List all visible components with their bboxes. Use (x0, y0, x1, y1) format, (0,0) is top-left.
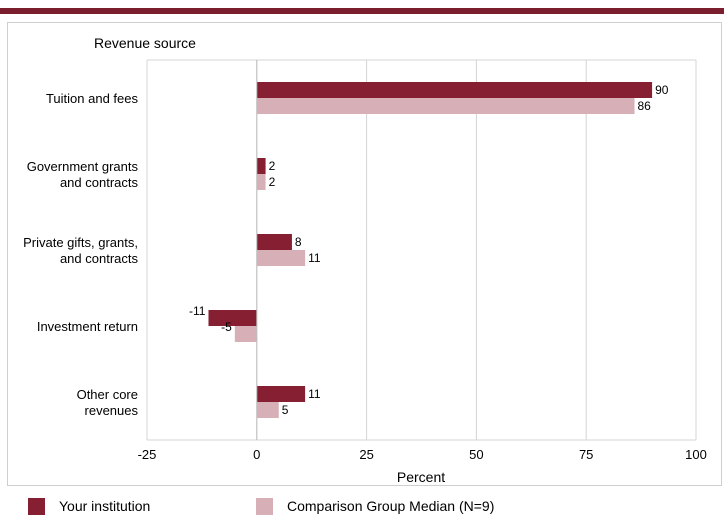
bar-your-institution (257, 234, 292, 250)
legend-item-your-institution: Your institution (28, 496, 150, 516)
data-label: 2 (269, 175, 276, 189)
x-tick-label: 25 (359, 447, 373, 462)
data-label: 86 (638, 99, 652, 113)
data-label: -11 (189, 304, 206, 318)
x-tick-label: 50 (469, 447, 483, 462)
x-tick-label: 100 (685, 447, 707, 462)
bar-comparison-median (235, 326, 257, 342)
legend-swatch-your-institution (28, 498, 45, 515)
legend-swatch-comparison-group (256, 498, 273, 515)
category-label: Tuition and fees (46, 91, 139, 106)
category-label-line: and contracts (60, 251, 139, 266)
legend-item-comparison-group: Comparison Group Median (N=9) (256, 496, 494, 516)
category-label-line: Government grants (27, 159, 139, 174)
bar-your-institution (208, 310, 256, 326)
category-label-line: Tuition and fees (46, 91, 139, 106)
legend-label-your-institution: Your institution (59, 498, 150, 514)
category-label: Other core revenues (77, 387, 139, 418)
category-label-line: and contracts (60, 175, 139, 190)
x-tick-label: -25 (138, 447, 157, 462)
category-label-line: Other core (77, 387, 138, 402)
data-label: 2 (269, 159, 276, 173)
category-label-line: Investment return (37, 319, 138, 334)
category-label: Private gifts, grants, and contracts (23, 235, 138, 266)
data-label: 11 (308, 251, 321, 265)
bar-layer (208, 60, 652, 440)
bar-your-institution (257, 82, 652, 98)
grid-layer: -25 0 25 50 75 100 (138, 60, 707, 462)
data-label: 5 (282, 403, 289, 417)
category-label: Investment return (37, 319, 138, 334)
bar-your-institution (257, 158, 266, 174)
data-label: 8 (295, 235, 302, 249)
legend-label-comparison-group: Comparison Group Median (N=9) (287, 498, 494, 514)
x-tick-label: 0 (253, 447, 260, 462)
legend: Your institution Comparison Group Median… (0, 494, 724, 518)
data-label: -5 (221, 320, 232, 334)
data-label: 11 (308, 387, 321, 401)
bar-your-institution (257, 386, 305, 402)
x-tick-label: 75 (579, 447, 593, 462)
bar-comparison-median (257, 98, 635, 114)
category-label-line: Private gifts, grants, (23, 235, 138, 250)
category-label: Government grants and contracts (27, 159, 139, 190)
bar-comparison-median (257, 174, 266, 190)
bar-comparison-median (257, 250, 305, 266)
category-axis-title: Revenue source (94, 35, 196, 51)
bar-comparison-median (257, 402, 279, 418)
data-label: 90 (655, 83, 669, 97)
category-label-line: revenues (85, 403, 139, 418)
x-axis-title: Percent (397, 469, 445, 485)
